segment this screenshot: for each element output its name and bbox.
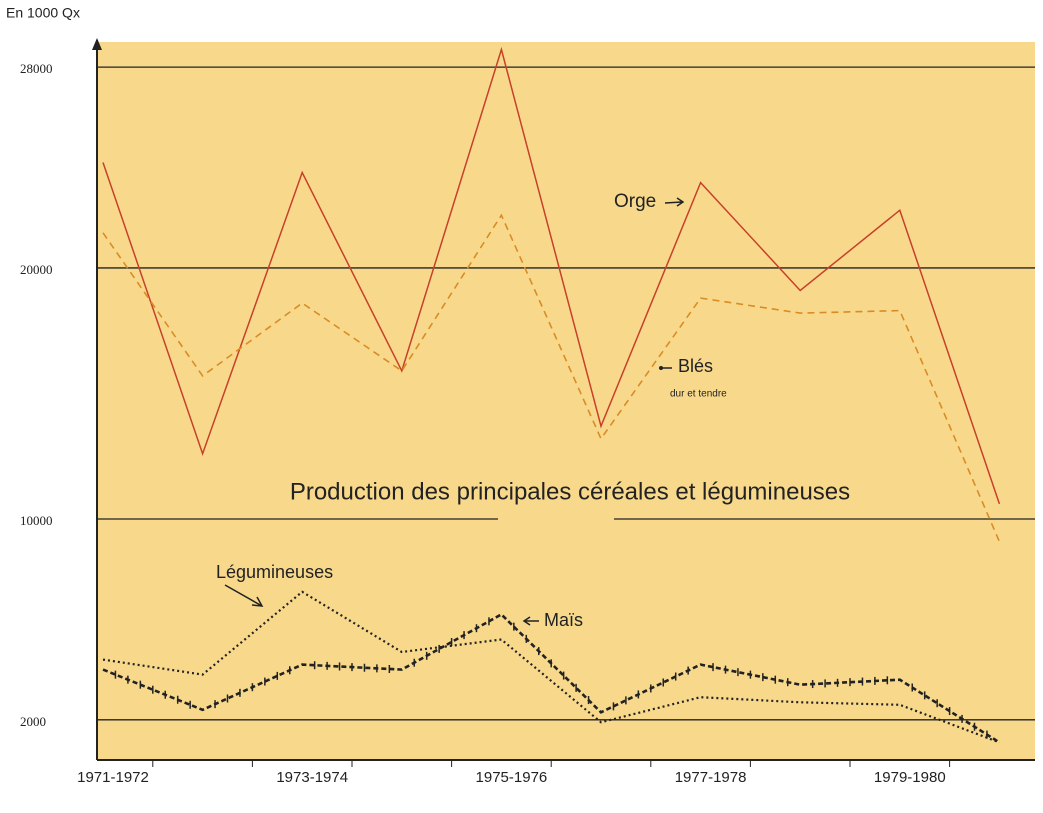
series-label: Blés xyxy=(678,356,713,376)
y-tick-label: 10000 xyxy=(20,513,53,528)
series-label: Maïs xyxy=(544,610,583,630)
x-tick-label: 1973-1974 xyxy=(276,769,348,786)
series-line xyxy=(102,590,1000,744)
chart-title: Production des principales céréales et l… xyxy=(290,478,850,505)
x-tick-label: 1975-1976 xyxy=(476,769,548,786)
annotation-arrow xyxy=(664,197,685,207)
series-subtitle: dur et tendre xyxy=(670,389,727,400)
annotation-arrow xyxy=(522,616,539,626)
x-tick-label: 1979-1980 xyxy=(874,769,946,786)
title-background xyxy=(498,505,614,535)
series-label: Orge xyxy=(614,191,656,212)
axis-arrow xyxy=(92,38,102,50)
x-tick-label: 1971-1972 xyxy=(77,769,149,786)
series-line xyxy=(102,213,1001,542)
annotation-arrow xyxy=(659,366,663,370)
plot-background xyxy=(97,42,1035,760)
series-label: Légumineuses xyxy=(216,562,333,582)
y-tick-label: 20000 xyxy=(20,262,53,277)
y-axis-label: En 1000 Qx xyxy=(6,5,80,21)
annotation-arrow xyxy=(224,584,264,607)
x-tick-label: 1977-1978 xyxy=(675,769,747,786)
y-tick-label: 28000 xyxy=(20,61,53,76)
y-tick-label: 2000 xyxy=(20,714,46,729)
series-line xyxy=(102,46,1001,505)
